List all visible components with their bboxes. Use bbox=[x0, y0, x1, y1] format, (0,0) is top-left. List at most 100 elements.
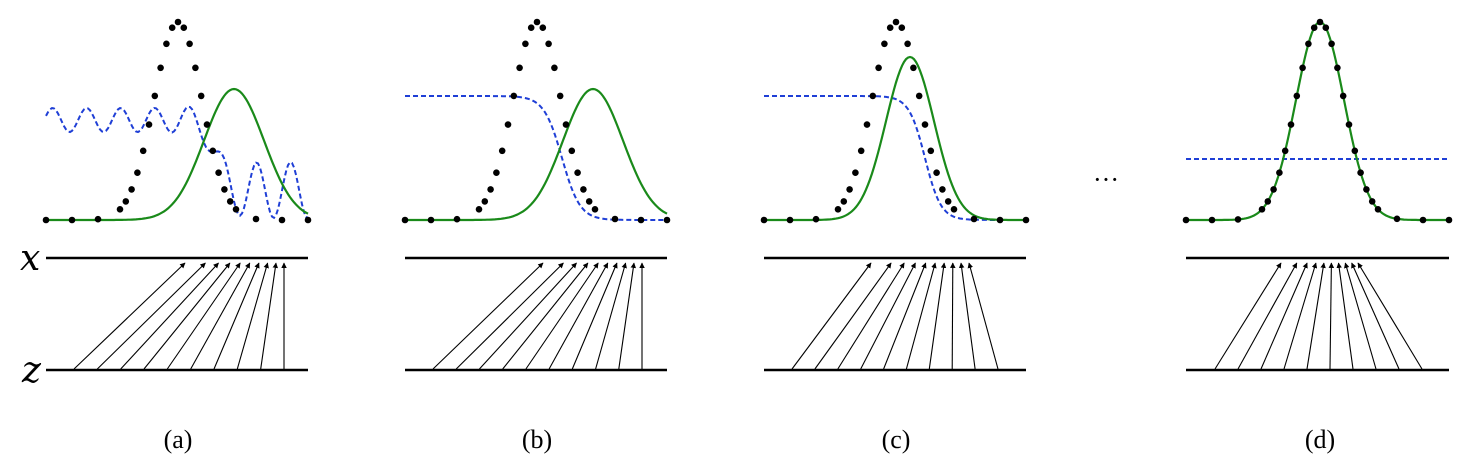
data-point bbox=[1393, 215, 1401, 223]
data-point bbox=[812, 215, 820, 223]
data-point bbox=[834, 206, 842, 213]
data-point bbox=[498, 147, 506, 155]
z-axis-label: z bbox=[21, 350, 42, 391]
data-point bbox=[145, 121, 153, 128]
data-point bbox=[580, 186, 587, 193]
data-point bbox=[840, 198, 848, 205]
data-point bbox=[1270, 186, 1277, 193]
data-point bbox=[939, 186, 946, 193]
mapping-arrow bbox=[1283, 262, 1318, 370]
x-axis-label: x bbox=[20, 238, 40, 279]
mapping-arrow bbox=[837, 262, 905, 370]
data-point bbox=[527, 24, 535, 32]
data-point bbox=[475, 206, 483, 213]
data-point bbox=[163, 40, 170, 48]
data-point bbox=[516, 64, 523, 72]
generator-density-curve bbox=[46, 87, 309, 222]
mapping-arrow bbox=[618, 262, 637, 370]
data-point bbox=[898, 24, 906, 32]
data-point bbox=[869, 92, 877, 100]
data-point bbox=[203, 121, 211, 128]
data-point bbox=[944, 198, 952, 205]
data-point bbox=[1281, 147, 1289, 155]
ellipsis: ··· bbox=[1093, 165, 1119, 194]
mapping-arrow bbox=[1328, 262, 1335, 370]
data-point bbox=[1182, 216, 1190, 224]
data-point bbox=[192, 64, 199, 72]
mapping-arrow bbox=[950, 262, 956, 370]
generator-density-curve bbox=[405, 87, 668, 222]
mapping-arrow bbox=[73, 262, 186, 370]
data-point bbox=[504, 121, 512, 128]
data-point bbox=[186, 40, 193, 48]
mapping-arrow bbox=[166, 262, 241, 370]
caption-c: (c) bbox=[882, 425, 911, 454]
data-point bbox=[94, 215, 102, 223]
panel-c bbox=[760, 18, 1030, 372]
data-point bbox=[568, 147, 576, 155]
data-point bbox=[1310, 24, 1318, 32]
data-point bbox=[921, 121, 929, 128]
data-point bbox=[786, 216, 794, 224]
mapping-arrow bbox=[432, 262, 544, 370]
mapping-arrow bbox=[213, 262, 260, 370]
data-point bbox=[1363, 186, 1370, 193]
data-point bbox=[533, 18, 541, 26]
data-point bbox=[663, 216, 671, 224]
data-point bbox=[209, 147, 217, 155]
data-point bbox=[881, 40, 888, 48]
data-point bbox=[892, 18, 900, 26]
data-point bbox=[122, 198, 130, 205]
data-point bbox=[927, 147, 935, 155]
data-point bbox=[574, 169, 581, 176]
data-point bbox=[139, 147, 147, 155]
panel-a bbox=[42, 18, 312, 372]
data-point bbox=[304, 216, 312, 224]
data-point bbox=[637, 216, 645, 224]
data-point bbox=[562, 121, 570, 128]
data-point bbox=[510, 92, 518, 100]
data-point bbox=[427, 216, 435, 224]
data-point bbox=[585, 198, 593, 205]
data-point bbox=[215, 169, 222, 176]
data-point bbox=[157, 64, 164, 72]
discriminator-curve bbox=[45, 105, 309, 220]
data-point bbox=[1445, 216, 1453, 224]
data-point bbox=[1316, 18, 1324, 26]
mapping-arrow bbox=[96, 262, 206, 370]
mapping-arrow bbox=[595, 262, 627, 370]
mapping-arrow bbox=[571, 262, 618, 370]
data-point bbox=[1322, 24, 1330, 32]
mapping-arrow bbox=[1260, 262, 1308, 370]
data-point bbox=[174, 18, 182, 26]
data-point bbox=[1293, 92, 1301, 100]
discriminator-curve bbox=[764, 95, 1026, 221]
data-point bbox=[846, 186, 853, 193]
data-point bbox=[1287, 121, 1295, 128]
data-point bbox=[1328, 40, 1335, 48]
data-point bbox=[151, 92, 159, 100]
mapping-arrow bbox=[883, 262, 927, 370]
data-point bbox=[857, 147, 865, 155]
panel-b bbox=[401, 18, 671, 372]
mapping-arrow bbox=[1336, 262, 1354, 370]
discriminator-curve bbox=[405, 95, 667, 221]
data-point bbox=[1305, 40, 1312, 48]
mapping-arrow bbox=[478, 262, 577, 370]
data-point bbox=[1022, 216, 1030, 224]
data-point bbox=[226, 198, 234, 205]
data-point bbox=[996, 216, 1004, 224]
data-point bbox=[950, 206, 958, 213]
data-point bbox=[68, 216, 76, 224]
data-point bbox=[556, 92, 564, 100]
data-point bbox=[1419, 216, 1427, 224]
data-point bbox=[1351, 147, 1359, 155]
mapping-arrow bbox=[120, 262, 219, 370]
data-point bbox=[197, 92, 205, 100]
data-point bbox=[875, 64, 882, 72]
data-point bbox=[252, 215, 260, 223]
data-point bbox=[970, 215, 978, 223]
mapping-arrow bbox=[967, 262, 999, 370]
data-point bbox=[221, 186, 228, 193]
mapping-arrow bbox=[814, 262, 892, 370]
